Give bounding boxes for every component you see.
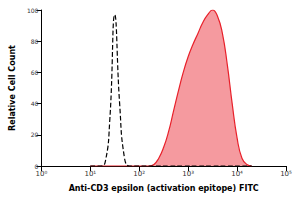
svg-text:60: 60 [31,69,39,76]
svg-text:Anti-CD3 epsilon (activation e: Anti-CD3 epsilon (activation epitope) FI… [69,184,259,193]
svg-text:10⁴: 10⁴ [231,170,243,178]
svg-text:10³: 10³ [182,170,194,178]
svg-text:80: 80 [31,38,39,45]
svg-text:0: 0 [35,163,39,170]
svg-text:10¹: 10¹ [84,170,96,178]
svg-text:40: 40 [31,100,39,107]
svg-text:10⁰: 10⁰ [35,170,47,178]
svg-text:20: 20 [31,131,39,138]
svg-text:Relative Cell Count: Relative Cell Count [8,45,17,131]
svg-text:10⁵: 10⁵ [280,170,292,178]
svg-text:10²: 10² [133,170,145,178]
svg-text:100: 100 [27,7,39,14]
